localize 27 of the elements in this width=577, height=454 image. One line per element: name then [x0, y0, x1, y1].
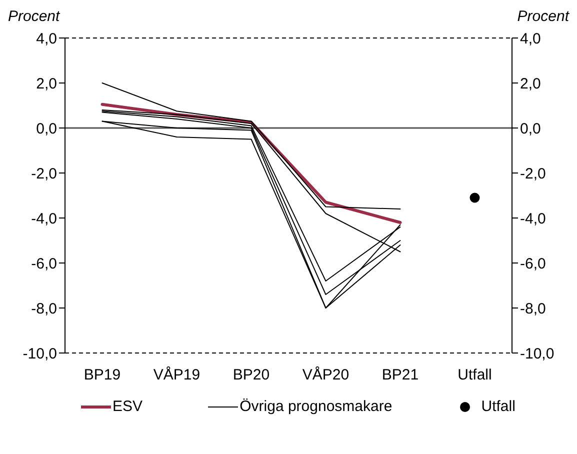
- y-tick-label: -6,0: [31, 255, 57, 272]
- y-axis-title: Procent: [8, 8, 60, 27]
- x-tick-label: Utfall: [458, 366, 492, 384]
- y2-tick-label: 2,0: [520, 75, 541, 92]
- y2-tick-label: 4,0: [520, 30, 541, 48]
- x-tick-label: BP21: [382, 366, 419, 384]
- y-tick-label: -4,0: [31, 210, 57, 228]
- y2-tick-label: -2,0: [520, 165, 546, 182]
- legend-label: Utfall: [481, 398, 516, 415]
- y-tick-label: -2,0: [31, 165, 57, 182]
- y-tick-label: -8,0: [31, 300, 57, 318]
- y2-tick-label: -10,0: [520, 345, 554, 362]
- y2-axis-title: Procent: [517, 8, 569, 27]
- y-tick-label: -10,0: [22, 345, 57, 362]
- y-tick-label: 2,0: [36, 75, 57, 92]
- y2-tick-label: 0,0: [520, 120, 541, 138]
- y2-tick-label: -4,0: [520, 210, 546, 228]
- x-tick-label: BP19: [84, 366, 121, 384]
- x-tick-label: VÅP20: [302, 366, 350, 384]
- legend-label: Övriga prognosmakare: [240, 398, 392, 415]
- legend-label: ESV: [112, 398, 143, 415]
- y2-tick-label: -6,0: [520, 255, 546, 272]
- y-tick-label: 4,0: [36, 30, 57, 48]
- y-tick-label: 0,0: [36, 120, 57, 138]
- y2-tick-label: -8,0: [520, 300, 546, 318]
- x-tick-label: BP20: [232, 366, 270, 384]
- x-tick-label: VÅP19: [153, 366, 200, 384]
